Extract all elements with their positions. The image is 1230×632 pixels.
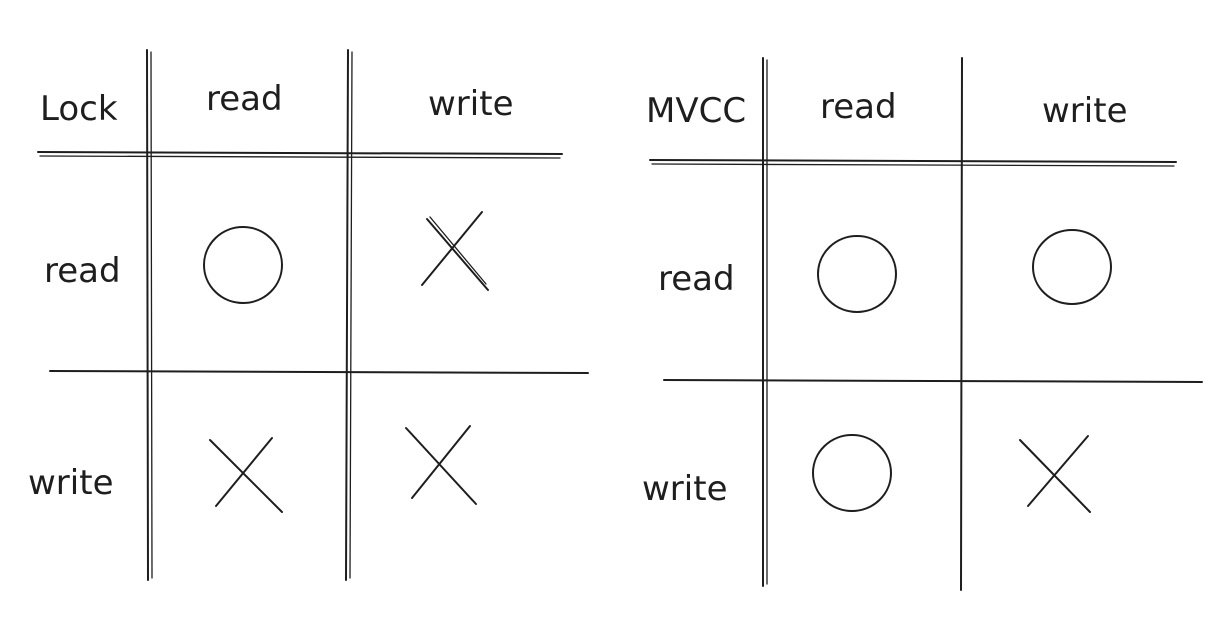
mvcc-grid-line xyxy=(663,379,1203,383)
mvcc-read-write-circle xyxy=(1032,229,1112,305)
mvcc-row-header-write: write xyxy=(642,469,727,509)
mvcc-read-read-circle xyxy=(817,235,897,313)
mvcc-grid-line xyxy=(960,57,963,591)
lock-grid-line xyxy=(39,155,561,159)
lock-row-header-read: read xyxy=(44,251,121,291)
mvcc-table: MVCC read write read write xyxy=(642,57,1203,591)
lock-read-read-circle xyxy=(203,226,283,304)
mvcc-row-header-read: read xyxy=(658,259,735,299)
lock-row-header-write: write xyxy=(28,463,113,503)
mvcc-write-write-cross xyxy=(1019,435,1091,513)
lock-table: Lock read write read write xyxy=(28,49,589,581)
mvcc-write-read-circle xyxy=(812,434,892,512)
lock-grid-line xyxy=(146,49,149,581)
lock-grid-line xyxy=(49,370,589,374)
mvcc-grid-line xyxy=(651,163,1175,167)
lock-write-read-cross xyxy=(209,437,283,513)
lock-grid-line xyxy=(349,51,353,579)
lock-grid-line xyxy=(150,51,153,579)
lock-col-header-read: read xyxy=(206,79,283,119)
mvcc-corner-label: MVCC xyxy=(646,91,746,131)
lock-write-write-cross xyxy=(405,425,477,505)
mvcc-grid-line xyxy=(649,159,1177,163)
lock-grid-line xyxy=(37,151,563,155)
lock-read-write-cross xyxy=(421,211,489,291)
lock-corner-label: Lock xyxy=(40,89,118,129)
mvcc-col-header-write: write xyxy=(1042,91,1127,131)
lock-col-header-write: write xyxy=(428,84,513,124)
mvcc-col-header-read: read xyxy=(820,87,897,127)
lock-grid-line xyxy=(345,49,349,581)
